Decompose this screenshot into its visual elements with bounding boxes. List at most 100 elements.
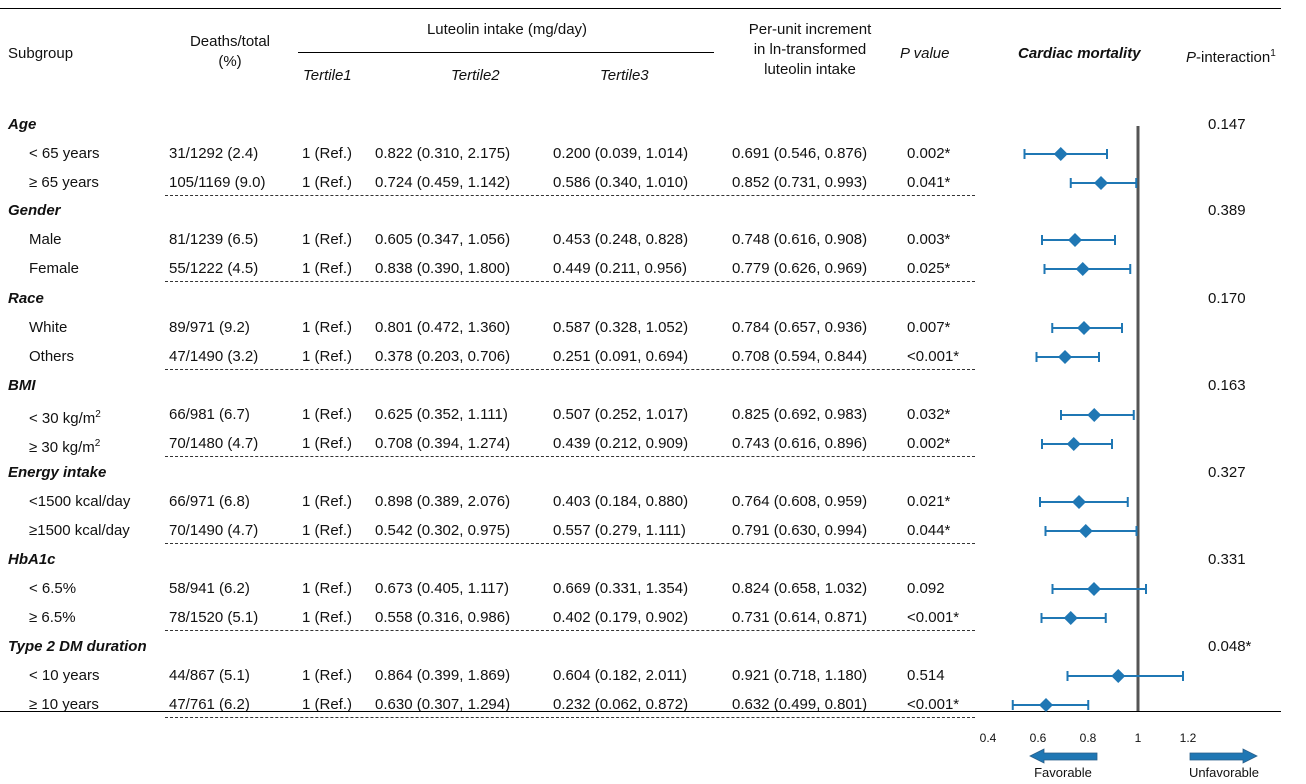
tertile1-cell: 1 (Ref.) (302, 609, 353, 626)
estimate-diamond (1068, 233, 1082, 247)
x-tick-label: 0.6 (1030, 731, 1047, 745)
per-unit-cell: 0.824 (0.658, 1.032) (732, 580, 868, 597)
row-label-text: Male (29, 231, 62, 248)
row-label-text: ≥ 30 kg/m (29, 439, 95, 456)
header-p-interaction: P-interaction1 (1186, 45, 1276, 67)
deaths-cell: 81/1239 (6.5) (169, 231, 259, 248)
x-tick-label: 1 (1135, 731, 1142, 745)
group-title: HbA1c (8, 551, 56, 568)
p-value-cell: 0.041* (907, 174, 951, 191)
row-label: < 65 years (29, 145, 99, 163)
p-value-cell: 0.007* (907, 319, 951, 336)
tertile2-cell: 0.724 (0.459, 1.142) (375, 174, 511, 191)
p-value-cell: 0.092 (907, 580, 945, 597)
estimate-diamond (1072, 495, 1086, 509)
tertile1-cell: 1 (Ref.) (302, 667, 353, 684)
tertile1-cell: 1 (Ref.) (302, 435, 353, 452)
p-value-cell: 0.003* (907, 231, 951, 248)
tertile2-cell: 0.630 (0.307, 1.294) (375, 696, 511, 713)
per-unit-cell: 0.791 (0.630, 0.994) (732, 522, 868, 539)
tertile2-cell: 0.898 (0.389, 2.076) (375, 493, 511, 510)
tertile3-cell: 0.557 (0.279, 1.111) (553, 522, 686, 539)
deaths-cell: 55/1222 (4.5) (169, 260, 259, 277)
header-p-interaction-p: P (1186, 49, 1197, 66)
tertile3-cell: 0.587 (0.328, 1.052) (553, 319, 689, 336)
tertile1-cell: 1 (Ref.) (302, 319, 353, 336)
p-value-cell: <0.001* (907, 609, 960, 626)
header-per-unit-line1: Per-unit increment (748, 21, 872, 38)
p-value-cell: <0.001* (907, 696, 960, 713)
group-separator (165, 369, 975, 370)
per-unit-cell: 0.852 (0.731, 0.993) (732, 174, 868, 191)
header-deaths-total: Deaths/total (%) (160, 32, 300, 72)
tertile3-cell: 0.604 (0.182, 2.011) (553, 667, 687, 684)
x-tick-label: 0.8 (1080, 731, 1097, 745)
p-interaction-value: 0.331 (1208, 551, 1246, 568)
row-label-text: Others (29, 348, 75, 365)
per-unit-cell: 0.784 (0.657, 0.936) (732, 319, 868, 336)
row-label-text: ≥ 10 years (29, 696, 99, 713)
tertile1-cell: 1 (Ref.) (302, 580, 353, 597)
deaths-cell: 70/1480 (4.7) (169, 435, 259, 452)
row-label: Male (29, 231, 62, 249)
deaths-cell: 105/1169 (9.0) (169, 174, 266, 191)
tertile2-cell: 0.378 (0.203, 0.706) (375, 348, 511, 365)
row-label-text: Female (29, 260, 80, 277)
estimate-diamond (1063, 611, 1078, 625)
group-separator (165, 195, 975, 196)
tertile1-cell: 1 (Ref.) (302, 696, 353, 713)
tertile2-cell: 0.801 (0.472, 1.360) (375, 319, 511, 336)
tertile2-cell: 0.673 (0.405, 1.117) (375, 580, 509, 597)
row-label: ≥ 10 years (29, 696, 99, 714)
tertile1-cell: 1 (Ref.) (302, 260, 353, 277)
row-label: White (29, 319, 67, 337)
estimate-diamond (1111, 669, 1126, 683)
tertile2-cell: 0.542 (0.302, 0.975) (375, 522, 511, 539)
row-label-text: < 10 years (29, 667, 100, 684)
header-deaths-line2: (%) (218, 53, 242, 70)
estimate-diamond (1053, 147, 1068, 161)
p-value-cell: <0.001* (907, 348, 960, 365)
group-separator (165, 456, 975, 457)
deaths-cell: 66/971 (6.8) (169, 493, 250, 510)
header-subgroup: Subgroup (8, 45, 74, 62)
p-value-cell: 0.021* (907, 493, 951, 510)
deaths-cell: 47/761 (6.2) (169, 696, 250, 713)
tertile2-cell: 0.838 (0.390, 1.800) (375, 260, 511, 277)
top-rule (0, 8, 1281, 9)
p-value-cell: 0.044* (907, 522, 951, 539)
per-unit-cell: 0.779 (0.626, 0.969) (732, 260, 868, 277)
tertile3-cell: 0.449 (0.211, 0.956) (553, 260, 687, 277)
p-interaction-value: 0.048* (1208, 638, 1252, 655)
per-unit-cell: 0.921 (0.718, 1.180) (732, 667, 868, 684)
row-label: ≥ 6.5% (29, 609, 76, 627)
header-per-unit: Per-unit increment in ln-transformed lut… (720, 20, 900, 80)
per-unit-cell: 0.743 (0.616, 0.896) (732, 435, 868, 452)
row-label: < 6.5% (29, 580, 76, 598)
tertile3-cell: 0.403 (0.184, 0.880) (553, 493, 689, 510)
unfavorable-label: Unfavorable (1189, 765, 1259, 780)
tertile1-cell: 1 (Ref.) (302, 348, 353, 365)
tertile2-cell: 0.864 (0.399, 1.869) (375, 667, 511, 684)
deaths-cell: 78/1520 (5.1) (169, 609, 259, 626)
per-unit-cell: 0.748 (0.616, 0.908) (732, 231, 868, 248)
p-value-cell: 0.002* (907, 435, 951, 452)
row-label-text: White (29, 319, 68, 336)
tertile3-cell: 0.507 (0.252, 1.017) (553, 406, 689, 423)
per-unit-cell: 0.632 (0.499, 0.801) (732, 696, 868, 713)
row-label-text: ≥1500 kcal/day (29, 522, 130, 539)
row-label: Others (29, 348, 74, 366)
tertile3-cell: 0.669 (0.331, 1.354) (553, 580, 689, 597)
row-label-sup: 2 (94, 438, 101, 449)
estimate-diamond (1058, 350, 1072, 364)
tertile3-cell: 0.586 (0.340, 1.010) (553, 174, 689, 191)
group-title: BMI (8, 377, 36, 394)
estimate-diamond (1077, 321, 1091, 335)
header-per-unit-line2: in ln-transformed (753, 41, 867, 58)
row-label-text: ≥ 65 years (29, 174, 99, 191)
estimate-diamond (1087, 582, 1101, 596)
deaths-cell: 58/941 (6.2) (169, 580, 250, 597)
header-p-interaction-rest: -interaction (1196, 49, 1271, 66)
per-unit-cell: 0.708 (0.594, 0.844) (732, 348, 868, 365)
header-tertile2: Tertile2 (451, 67, 500, 84)
